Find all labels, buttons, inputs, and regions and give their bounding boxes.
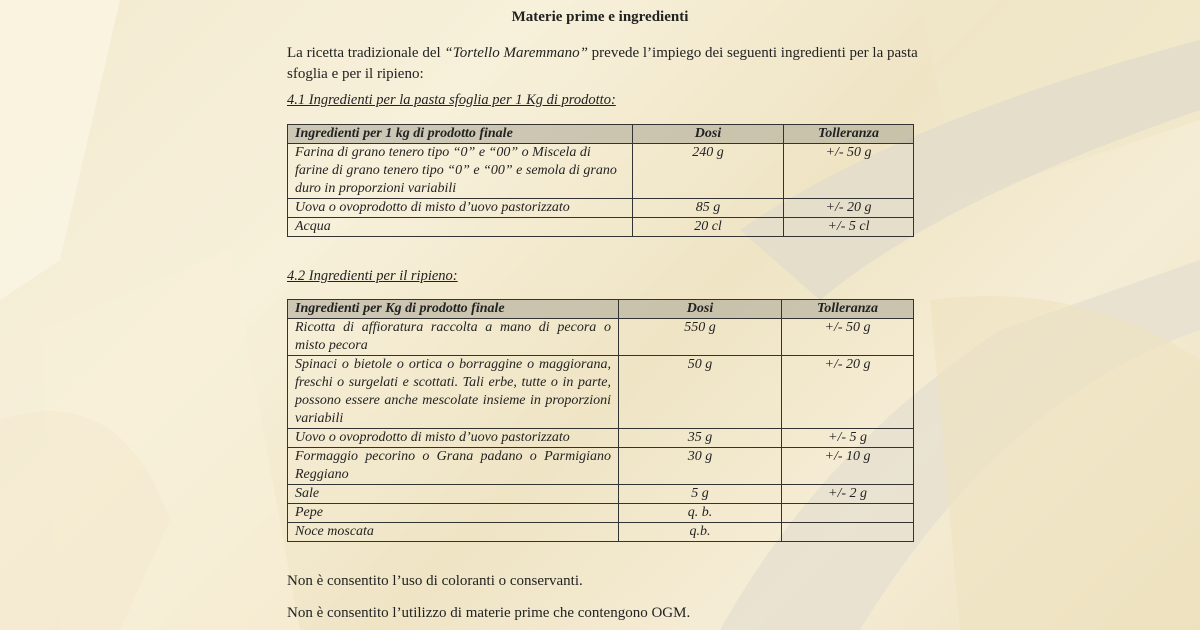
- dose-cell: 5 g: [618, 484, 782, 504]
- dose-cell: q.b.: [618, 522, 782, 542]
- tolerance-cell: +/- 5 cl: [783, 217, 914, 237]
- column-header: Tolleranza: [783, 124, 914, 144]
- table-row: Acqua 20 cl +/- 5 cl: [287, 217, 914, 237]
- table-row: Farina di grano tenero tipo “0” e “00” o…: [287, 143, 914, 199]
- table-row: Uova o ovoprodotto di misto d’uovo pasto…: [287, 198, 914, 218]
- column-header: Dosi: [632, 124, 784, 144]
- intro-paragraph: La ricetta tradizionale del “Tortello Ma…: [287, 43, 927, 85]
- tolerance-cell: +/- 20 g: [781, 355, 914, 429]
- dose-cell: 35 g: [618, 428, 782, 448]
- table-row: Spinaci o bietole o ortica o borraggine …: [287, 355, 914, 429]
- pasta-ingredients-table: Ingredienti per 1 kg di prodotto finale …: [287, 124, 914, 237]
- tolerance-cell: [781, 522, 914, 542]
- tolerance-cell: +/- 50 g: [783, 143, 914, 199]
- table-row: Formaggio pecorino o Grana padano o Parm…: [287, 447, 914, 485]
- product-name: “Tortello Maremmano”: [444, 45, 588, 61]
- tolerance-cell: +/- 5 g: [781, 428, 914, 448]
- dose-cell: 50 g: [618, 355, 782, 429]
- dose-cell: 550 g: [618, 318, 782, 356]
- column-header: Tolleranza: [781, 299, 914, 319]
- section-heading-filling: 4.2 Ingredienti per il ripieno:: [287, 268, 458, 284]
- table-row: Sale 5 g +/- 2 g: [287, 484, 914, 504]
- ingredient-cell: Uovo o ovoprodotto di misto d’uovo pasto…: [287, 428, 619, 448]
- ingredient-cell: Acqua: [287, 217, 633, 237]
- intro-text-end: prevede l’impiego dei seguenti ingredien…: [287, 45, 918, 82]
- section-heading-pasta: 4.1 Ingredienti per la pasta sfoglia per…: [287, 92, 616, 108]
- dose-cell: 85 g: [632, 198, 784, 218]
- column-header: Dosi: [618, 299, 782, 319]
- dose-cell: 20 cl: [632, 217, 784, 237]
- page-title: Materie prime e ingredienti: [511, 9, 689, 25]
- filling-ingredients-table: Ingredienti per Kg di prodotto finale Do…: [287, 299, 914, 542]
- dose-cell: q. b.: [618, 503, 782, 523]
- table-row: Ricotta di affioratura raccolta a mano d…: [287, 318, 914, 356]
- column-header: Ingredienti per 1 kg di prodotto finale: [287, 124, 633, 144]
- tolerance-cell: +/- 2 g: [781, 484, 914, 504]
- tolerance-cell: +/- 10 g: [781, 447, 914, 485]
- tolerance-cell: [781, 503, 914, 523]
- table-header-row: Ingredienti per 1 kg di prodotto finale …: [287, 124, 914, 144]
- ingredient-cell: Farina di grano tenero tipo “0” e “00” o…: [287, 143, 633, 199]
- table-header-row: Ingredienti per Kg di prodotto finale Do…: [287, 299, 914, 319]
- table-row: Noce moscata q.b.: [287, 522, 914, 542]
- dose-cell: 240 g: [632, 143, 784, 199]
- intro-text: La ricetta tradizionale del: [287, 45, 445, 61]
- ingredient-cell: Noce moscata: [287, 522, 619, 542]
- ingredient-cell: Spinaci o bietole o ortica o borraggine …: [287, 355, 619, 429]
- ingredient-cell: Pepe: [287, 503, 619, 523]
- ingredient-cell: Ricotta di affioratura raccolta a mano d…: [287, 318, 619, 356]
- column-header: Ingredienti per Kg di prodotto finale: [287, 299, 619, 319]
- table-row: Pepe q. b.: [287, 503, 914, 523]
- tolerance-cell: +/- 50 g: [781, 318, 914, 356]
- note-no-gmo: Non è consentito l’utilizzo di materie p…: [287, 605, 691, 621]
- ingredient-cell: Uova o ovoprodotto di misto d’uovo pasto…: [287, 198, 633, 218]
- ingredient-cell: Formaggio pecorino o Grana padano o Parm…: [287, 447, 619, 485]
- table-row: Uovo o ovoprodotto di misto d’uovo pasto…: [287, 428, 914, 448]
- note-no-additives: Non è consentito l’uso di coloranti o co…: [287, 573, 583, 589]
- dose-cell: 30 g: [618, 447, 782, 485]
- ingredient-cell: Sale: [287, 484, 619, 504]
- tolerance-cell: +/- 20 g: [783, 198, 914, 218]
